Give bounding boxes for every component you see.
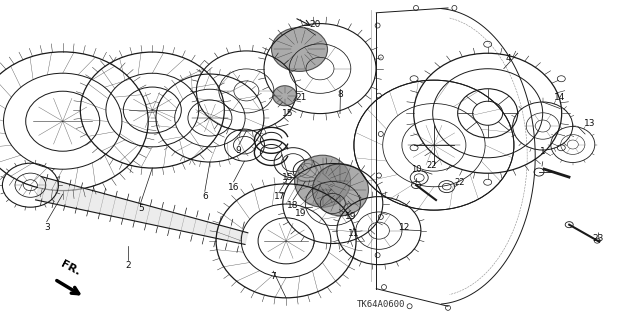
Text: 22: 22 bbox=[427, 161, 437, 170]
Polygon shape bbox=[36, 176, 248, 244]
Text: 11: 11 bbox=[348, 229, 360, 238]
Text: 10: 10 bbox=[411, 165, 421, 174]
Text: 1: 1 bbox=[540, 147, 545, 156]
Text: 23: 23 bbox=[593, 234, 604, 243]
Text: 6: 6 bbox=[202, 192, 207, 201]
Text: 4: 4 bbox=[506, 54, 511, 63]
Ellipse shape bbox=[312, 164, 369, 216]
Ellipse shape bbox=[271, 27, 328, 71]
Text: 3: 3 bbox=[44, 223, 49, 232]
Text: 15: 15 bbox=[282, 173, 294, 182]
Text: 18: 18 bbox=[287, 201, 299, 210]
Text: 12: 12 bbox=[399, 223, 411, 232]
Text: 19: 19 bbox=[295, 209, 307, 218]
Text: 7: 7 bbox=[271, 272, 276, 281]
Text: TK64A0600: TK64A0600 bbox=[356, 300, 405, 309]
Text: 13: 13 bbox=[584, 119, 596, 128]
Ellipse shape bbox=[273, 86, 297, 106]
Text: 9: 9 bbox=[236, 146, 241, 155]
Text: 15: 15 bbox=[282, 109, 294, 118]
Text: 2: 2 bbox=[125, 261, 131, 270]
Text: 16: 16 bbox=[228, 183, 239, 192]
Text: 19: 19 bbox=[345, 211, 356, 220]
Text: 5: 5 bbox=[138, 204, 143, 212]
Text: FR.: FR. bbox=[60, 259, 82, 277]
Text: 8: 8 bbox=[338, 90, 343, 99]
Text: 14: 14 bbox=[554, 93, 566, 102]
Text: 17: 17 bbox=[274, 192, 285, 201]
Text: 20: 20 bbox=[310, 20, 321, 29]
Text: 22: 22 bbox=[454, 178, 465, 187]
Text: 21: 21 bbox=[296, 93, 307, 102]
Ellipse shape bbox=[294, 155, 351, 207]
